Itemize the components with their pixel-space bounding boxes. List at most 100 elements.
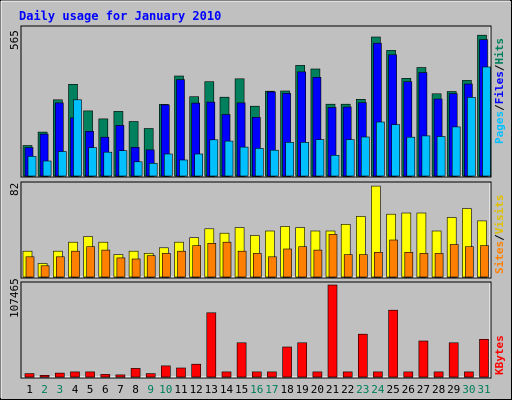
sites-bar — [434, 253, 444, 278]
kbytes-bar — [221, 371, 232, 378]
kbytes-bar — [176, 367, 186, 378]
sites-bar — [222, 241, 232, 278]
sites-bar — [146, 255, 156, 278]
pages-bar — [103, 151, 113, 177]
sites-bar — [86, 246, 95, 278]
sites-bar — [207, 243, 217, 278]
day-label: 23 — [356, 383, 369, 396]
kbytes-bar — [85, 371, 95, 378]
day-label: 9 — [147, 383, 154, 396]
day-label: 2 — [41, 383, 48, 396]
pages-bar — [239, 146, 249, 177]
chart-title: Daily usage for January 2010 — [19, 9, 221, 23]
kbytes-bar — [312, 371, 323, 378]
pages-bar — [482, 66, 491, 177]
sites-bar — [237, 250, 247, 278]
traffic-legend: Pages/Files/Hits — [493, 38, 506, 144]
day-label: 16 — [250, 383, 263, 396]
day-label: 20 — [311, 383, 324, 396]
sites-bar — [404, 252, 414, 278]
visitors-legend: Sites/Visits — [493, 195, 506, 275]
day-label: 18 — [280, 383, 293, 396]
kbytes-legend: KBytes — [493, 335, 506, 375]
pages-bar — [88, 147, 97, 177]
sites-bar — [162, 253, 171, 278]
kbytes-bar — [327, 284, 338, 378]
sites-bar — [192, 245, 201, 278]
legend-sites: Sites — [493, 241, 506, 274]
kbytes-bar — [236, 342, 247, 378]
kbytes-bar — [206, 312, 217, 378]
pages-bar — [421, 135, 431, 177]
pages-bar — [315, 139, 325, 177]
svg-text:Pages/Files/Hits: Pages/Files/Hits — [493, 38, 506, 144]
kbytes-bar — [448, 342, 459, 378]
day-label: 15 — [235, 383, 248, 396]
kbytes-bar — [252, 371, 262, 378]
day-label: 14 — [220, 383, 234, 396]
sites-bar — [449, 244, 459, 278]
day-label: 19 — [296, 383, 309, 396]
kbytes-bar — [191, 363, 201, 378]
kbytes-bar — [54, 372, 65, 378]
pages-bar — [194, 153, 203, 177]
day-label: 21 — [326, 383, 339, 396]
day-label: 6 — [102, 383, 109, 396]
pages-bar — [42, 160, 52, 177]
pages-bar — [27, 156, 37, 177]
kbytes-bar — [130, 368, 141, 378]
pages-bar — [133, 161, 143, 177]
kbytes-bar — [161, 365, 171, 378]
day-label: 17 — [265, 383, 278, 396]
pages-bar — [467, 97, 476, 177]
sites-bar — [253, 253, 262, 278]
pages-bar — [406, 136, 416, 177]
sites-bar — [328, 234, 338, 278]
visitors-ymax-label: 82 — [8, 183, 21, 196]
pages-bar — [270, 149, 279, 177]
kbytes-bar — [433, 371, 444, 378]
sites-bar — [389, 239, 398, 278]
day-label: 7 — [117, 383, 124, 396]
pages-bar — [224, 140, 234, 177]
kbytes-bar — [39, 374, 50, 378]
kbytes-bar — [70, 371, 80, 378]
kbytes-bar — [115, 374, 126, 378]
pages-bar — [436, 136, 446, 177]
sites-bar — [55, 256, 65, 278]
kbytes-bar — [24, 373, 35, 378]
day-label: 4 — [72, 383, 79, 396]
sites-bar — [101, 249, 111, 278]
kbytes-bar — [342, 371, 353, 378]
legend-visits: Visits — [493, 195, 506, 235]
kbytes-bar — [388, 309, 398, 378]
pages-bar — [345, 139, 355, 177]
kbytes-bar — [357, 333, 368, 378]
sites-bar — [116, 257, 126, 278]
kbytes-bar — [403, 371, 414, 378]
kbytes-bar — [282, 346, 292, 378]
pages-bar — [376, 121, 385, 177]
traffic-panel — [20, 25, 492, 178]
day-label: 24 — [371, 383, 385, 396]
day-label: 22 — [341, 383, 354, 396]
pages-bar — [360, 136, 370, 177]
sites-bar — [374, 252, 383, 278]
day-label: 30 — [462, 383, 475, 396]
sites-bar — [313, 249, 323, 278]
kbytes-bar — [100, 374, 111, 378]
pages-bar — [164, 153, 173, 177]
day-label: 31 — [477, 383, 490, 396]
kbytes-panel — [20, 281, 492, 379]
sites-bar — [283, 248, 292, 278]
sites-bar — [480, 245, 489, 278]
pages-bar — [118, 150, 128, 177]
pages-bar — [330, 155, 340, 177]
sites-bar — [71, 250, 80, 278]
kbytes-bar — [479, 338, 489, 378]
pages-bar — [148, 163, 158, 177]
day-label: 29 — [447, 383, 460, 396]
sites-bar — [343, 254, 353, 278]
pages-bar — [73, 99, 82, 177]
